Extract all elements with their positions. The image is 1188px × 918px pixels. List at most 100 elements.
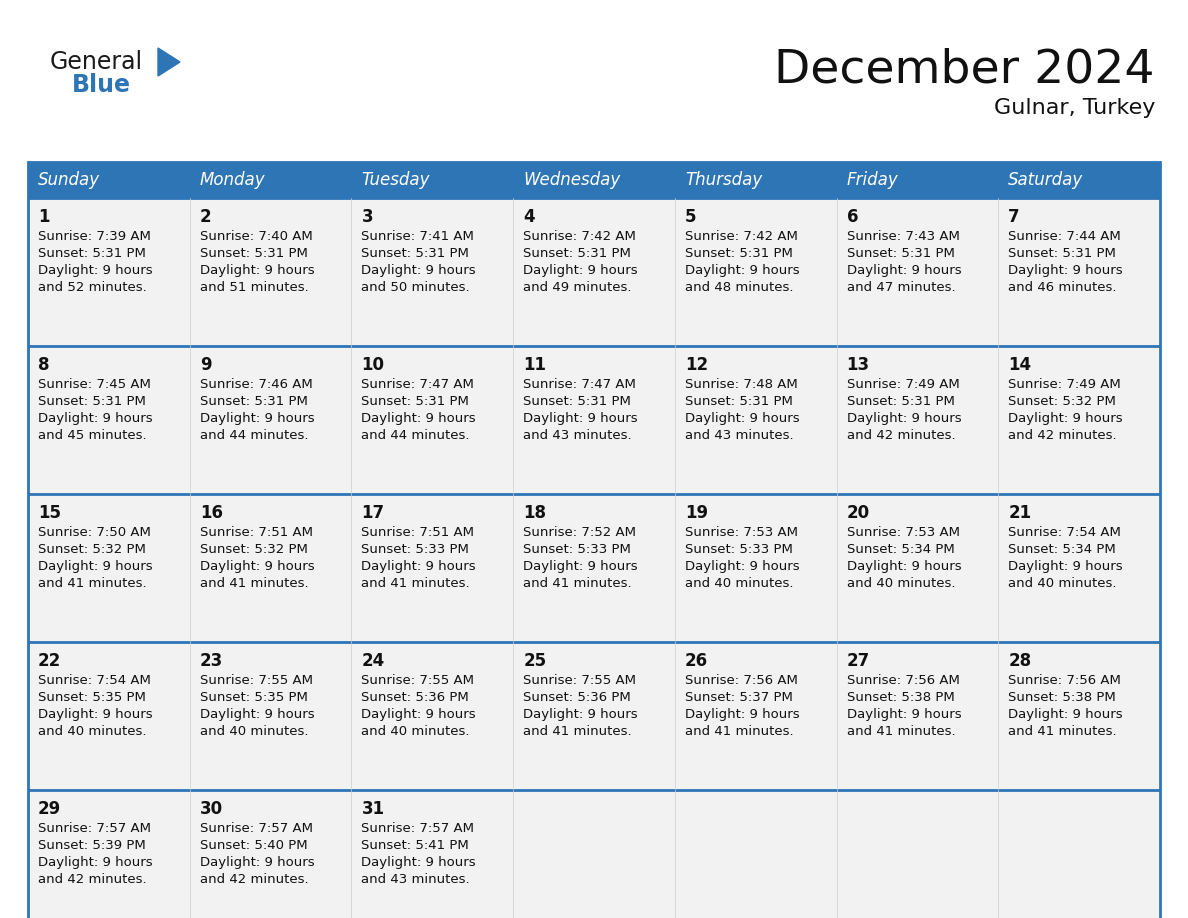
Text: Daylight: 9 hours: Daylight: 9 hours: [361, 412, 476, 425]
Text: Blue: Blue: [72, 73, 131, 97]
Text: Daylight: 9 hours: Daylight: 9 hours: [38, 560, 152, 573]
Text: Daylight: 9 hours: Daylight: 9 hours: [1009, 412, 1123, 425]
Text: and 42 minutes.: and 42 minutes.: [38, 873, 146, 886]
Bar: [998, 494, 1159, 642]
Text: and 47 minutes.: and 47 minutes.: [847, 281, 955, 294]
Text: and 44 minutes.: and 44 minutes.: [361, 429, 470, 442]
Text: Sunrise: 7:45 AM: Sunrise: 7:45 AM: [38, 378, 151, 391]
Text: Sunset: 5:31 PM: Sunset: 5:31 PM: [523, 247, 631, 260]
Text: Sunrise: 7:56 AM: Sunrise: 7:56 AM: [1009, 674, 1121, 687]
Text: Sunrise: 7:54 AM: Sunrise: 7:54 AM: [1009, 526, 1121, 539]
Text: Sunrise: 7:57 AM: Sunrise: 7:57 AM: [361, 822, 474, 835]
Text: 7: 7: [1009, 208, 1020, 226]
Bar: [513, 162, 675, 198]
Text: 16: 16: [200, 504, 222, 522]
Text: Sunday: Sunday: [38, 171, 100, 189]
Bar: [352, 198, 513, 346]
Bar: [836, 162, 998, 198]
Text: Daylight: 9 hours: Daylight: 9 hours: [200, 560, 315, 573]
Text: General: General: [50, 50, 143, 74]
Text: 13: 13: [847, 356, 870, 374]
Text: 20: 20: [847, 504, 870, 522]
Text: Sunrise: 7:52 AM: Sunrise: 7:52 AM: [523, 526, 636, 539]
Bar: [836, 346, 998, 494]
Text: Daylight: 9 hours: Daylight: 9 hours: [847, 708, 961, 721]
Text: Sunrise: 7:56 AM: Sunrise: 7:56 AM: [847, 674, 960, 687]
Text: 21: 21: [1009, 504, 1031, 522]
Bar: [29, 346, 190, 494]
Text: Sunset: 5:32 PM: Sunset: 5:32 PM: [38, 543, 146, 556]
Text: 11: 11: [523, 356, 546, 374]
Bar: [675, 494, 836, 642]
Text: Daylight: 9 hours: Daylight: 9 hours: [523, 264, 638, 277]
Text: and 41 minutes.: and 41 minutes.: [523, 725, 632, 738]
Bar: [29, 790, 190, 918]
Bar: [190, 162, 352, 198]
Text: Sunset: 5:31 PM: Sunset: 5:31 PM: [38, 247, 146, 260]
Text: and 42 minutes.: and 42 minutes.: [200, 873, 309, 886]
Text: and 40 minutes.: and 40 minutes.: [361, 725, 470, 738]
Text: Sunrise: 7:49 AM: Sunrise: 7:49 AM: [847, 378, 960, 391]
Text: 23: 23: [200, 652, 223, 670]
Text: Sunset: 5:31 PM: Sunset: 5:31 PM: [523, 395, 631, 408]
Bar: [190, 346, 352, 494]
Bar: [836, 198, 998, 346]
Text: Sunset: 5:35 PM: Sunset: 5:35 PM: [38, 691, 146, 704]
Text: 1: 1: [38, 208, 50, 226]
Text: Sunset: 5:40 PM: Sunset: 5:40 PM: [200, 839, 308, 852]
Text: Sunrise: 7:51 AM: Sunrise: 7:51 AM: [200, 526, 312, 539]
Text: and 41 minutes.: and 41 minutes.: [38, 577, 146, 590]
Text: Gulnar, Turkey: Gulnar, Turkey: [993, 98, 1155, 118]
Text: 12: 12: [684, 356, 708, 374]
Text: Daylight: 9 hours: Daylight: 9 hours: [847, 412, 961, 425]
Text: Sunset: 5:31 PM: Sunset: 5:31 PM: [200, 395, 308, 408]
Text: Sunset: 5:33 PM: Sunset: 5:33 PM: [361, 543, 469, 556]
Text: Daylight: 9 hours: Daylight: 9 hours: [200, 412, 315, 425]
Text: 25: 25: [523, 652, 546, 670]
Text: 6: 6: [847, 208, 858, 226]
Text: Sunrise: 7:44 AM: Sunrise: 7:44 AM: [1009, 230, 1121, 243]
Text: 4: 4: [523, 208, 535, 226]
Text: Sunset: 5:36 PM: Sunset: 5:36 PM: [361, 691, 469, 704]
Text: Sunrise: 7:57 AM: Sunrise: 7:57 AM: [200, 822, 312, 835]
Bar: [836, 790, 998, 918]
Text: and 45 minutes.: and 45 minutes.: [38, 429, 146, 442]
Text: Sunrise: 7:41 AM: Sunrise: 7:41 AM: [361, 230, 474, 243]
Text: and 43 minutes.: and 43 minutes.: [361, 873, 470, 886]
Bar: [190, 790, 352, 918]
Text: Daylight: 9 hours: Daylight: 9 hours: [200, 856, 315, 869]
Text: Sunset: 5:36 PM: Sunset: 5:36 PM: [523, 691, 631, 704]
Bar: [190, 198, 352, 346]
Text: Sunrise: 7:50 AM: Sunrise: 7:50 AM: [38, 526, 151, 539]
Bar: [513, 494, 675, 642]
Text: Daylight: 9 hours: Daylight: 9 hours: [523, 560, 638, 573]
Text: Daylight: 9 hours: Daylight: 9 hours: [847, 264, 961, 277]
Bar: [29, 162, 190, 198]
Text: and 40 minutes.: and 40 minutes.: [200, 725, 308, 738]
Text: 9: 9: [200, 356, 211, 374]
Text: Daylight: 9 hours: Daylight: 9 hours: [1009, 560, 1123, 573]
Text: Sunset: 5:31 PM: Sunset: 5:31 PM: [684, 247, 792, 260]
Text: Sunset: 5:39 PM: Sunset: 5:39 PM: [38, 839, 146, 852]
Text: and 43 minutes.: and 43 minutes.: [523, 429, 632, 442]
Bar: [190, 642, 352, 790]
Text: 31: 31: [361, 800, 385, 818]
Bar: [998, 162, 1159, 198]
Text: Daylight: 9 hours: Daylight: 9 hours: [38, 708, 152, 721]
Text: Sunset: 5:31 PM: Sunset: 5:31 PM: [847, 395, 954, 408]
Polygon shape: [158, 48, 181, 76]
Text: Sunset: 5:31 PM: Sunset: 5:31 PM: [684, 395, 792, 408]
Bar: [513, 198, 675, 346]
Bar: [998, 642, 1159, 790]
Text: 22: 22: [38, 652, 62, 670]
Text: Sunrise: 7:46 AM: Sunrise: 7:46 AM: [200, 378, 312, 391]
Bar: [675, 642, 836, 790]
Text: and 41 minutes.: and 41 minutes.: [361, 577, 470, 590]
Text: Sunset: 5:31 PM: Sunset: 5:31 PM: [200, 247, 308, 260]
Text: Sunset: 5:31 PM: Sunset: 5:31 PM: [361, 395, 469, 408]
Text: Wednesday: Wednesday: [523, 171, 620, 189]
Text: and 50 minutes.: and 50 minutes.: [361, 281, 470, 294]
Text: Sunset: 5:37 PM: Sunset: 5:37 PM: [684, 691, 792, 704]
Text: Sunset: 5:31 PM: Sunset: 5:31 PM: [361, 247, 469, 260]
Text: 5: 5: [684, 208, 696, 226]
